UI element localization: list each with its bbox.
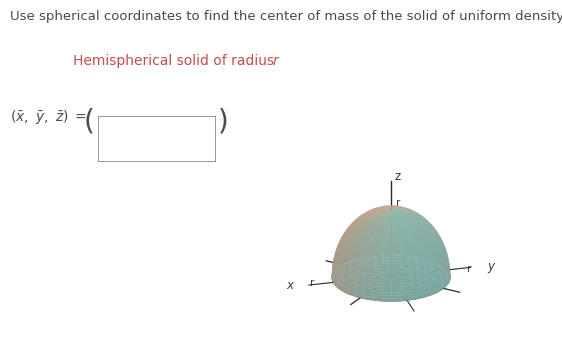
Text: (: ( [84, 108, 94, 136]
Text: r: r [273, 54, 278, 68]
Text: Hemispherical solid of radius: Hemispherical solid of radius [73, 54, 279, 68]
Text: Use spherical coordinates to find the center of mass of the solid of uniform den: Use spherical coordinates to find the ce… [10, 10, 562, 23]
Text: $(\bar{x},\ \bar{y},\ \bar{z})\ =$: $(\bar{x},\ \bar{y},\ \bar{z})\ =$ [10, 108, 87, 126]
Text: ): ) [218, 108, 229, 136]
